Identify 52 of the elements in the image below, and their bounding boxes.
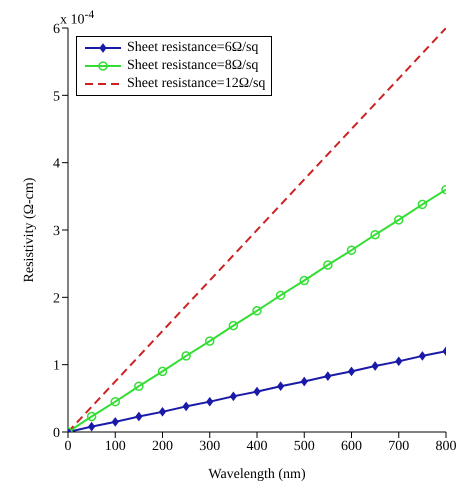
x-tick-label: 500: [294, 438, 315, 454]
point: [324, 372, 332, 381]
y-tick-label: 0: [53, 426, 60, 441]
point: [110, 396, 120, 406]
point: [88, 422, 96, 432]
point: [394, 215, 404, 225]
x-axis-title: Wavelength (nm): [208, 467, 306, 482]
y-tick-label: 2: [53, 291, 60, 306]
legend-label: Sheet resistance=6Ω/sq: [127, 39, 258, 57]
point: [277, 382, 284, 391]
point: [300, 377, 308, 386]
point: [206, 397, 214, 406]
point: [252, 306, 262, 316]
point: [228, 320, 238, 330]
x-tick-label: 400: [246, 438, 268, 454]
y-tick-label: 1: [53, 358, 60, 374]
point: [418, 200, 428, 210]
y-tick-label: 5: [53, 89, 60, 104]
x-tick-label: 700: [388, 438, 410, 454]
point: [159, 407, 166, 416]
point: [86, 412, 96, 422]
y-tick-label: 4: [53, 156, 60, 172]
point: [135, 412, 142, 422]
point: [182, 402, 190, 411]
point: [323, 260, 333, 270]
x-tick-label: 200: [152, 438, 173, 454]
point: [346, 245, 356, 255]
point: [254, 387, 260, 396]
point: [158, 366, 168, 376]
x-tick-label: 600: [341, 438, 362, 454]
y-tick-label: 3: [53, 224, 60, 239]
point: [418, 351, 426, 360]
point: [134, 381, 144, 391]
y-axis-title: Resistivity (Ω-cm): [22, 177, 37, 282]
point: [300, 276, 309, 286]
legend-label: Sheet resistance=8Ω/sq: [127, 57, 258, 75]
point: [372, 362, 379, 371]
point: [276, 290, 286, 300]
point: [395, 356, 402, 366]
x-tick-label: 300: [199, 438, 220, 454]
point: [181, 351, 191, 361]
legend-label: Sheet resistance=12Ω/sq: [127, 75, 266, 93]
y-tick-label: 6: [53, 22, 60, 37]
point: [230, 392, 237, 401]
text: x 10$^{-4}$: [60, 8, 94, 29]
x-tick-label: 800: [436, 438, 456, 454]
point: [348, 366, 355, 376]
x-tick-label: 0: [64, 438, 72, 454]
point: [370, 230, 380, 240]
point: [112, 417, 119, 426]
point: [205, 336, 214, 346]
x-tick-label: 100: [104, 438, 126, 454]
